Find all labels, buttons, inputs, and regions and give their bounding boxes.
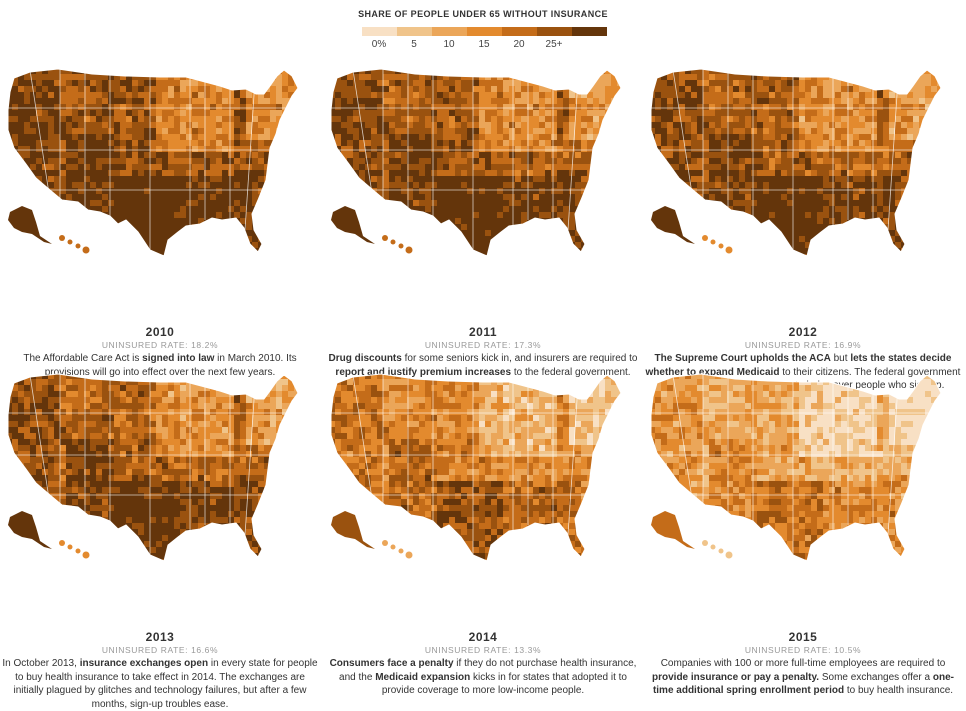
panel-year: 2012 bbox=[643, 325, 963, 339]
panel-year: 2010 bbox=[0, 325, 320, 339]
alaska-shape bbox=[8, 206, 52, 244]
legend-swatch bbox=[432, 27, 467, 36]
hawaii-island bbox=[399, 549, 404, 554]
county-fill-layer bbox=[329, 68, 623, 260]
us-county-map bbox=[0, 60, 320, 275]
description-highlight: provide insurance or pay a penalty. bbox=[652, 672, 819, 683]
legend-label: 20 bbox=[504, 39, 534, 50]
legend-labels: 0% 5 10 15 20 25+ bbox=[362, 39, 607, 51]
hawaii-island bbox=[382, 540, 388, 546]
us-county-map bbox=[643, 60, 963, 275]
description-highlight: The Supreme Court upholds the ACA bbox=[655, 353, 831, 364]
panel-uninsured-rate: UNINSURED RATE: 16.9% bbox=[643, 340, 963, 350]
panel-uninsured-rate: UNINSURED RATE: 13.3% bbox=[323, 645, 643, 655]
legend-label: 10 bbox=[434, 39, 464, 50]
hawaii-island bbox=[399, 244, 404, 249]
description-text: to buy health insurance. bbox=[844, 685, 953, 696]
hawaii-island bbox=[702, 540, 708, 546]
map-panel-2013: 2013 UNINSURED RATE: 16.6% In October 20… bbox=[0, 365, 320, 665]
alaska-shape bbox=[8, 511, 52, 549]
description-highlight: signed into law bbox=[142, 353, 214, 364]
legend-swatch bbox=[362, 27, 397, 36]
legend-color-scale bbox=[362, 27, 607, 36]
hawaii-island bbox=[391, 545, 396, 550]
description-text: Some exchanges offer a bbox=[819, 672, 933, 683]
us-county-map bbox=[0, 365, 320, 580]
panel-year: 2014 bbox=[323, 630, 643, 644]
map-panel-2014: 2014 UNINSURED RATE: 13.3% Consumers fac… bbox=[323, 365, 643, 665]
us-county-map bbox=[323, 60, 643, 275]
panel-uninsured-rate: UNINSURED RATE: 17.3% bbox=[323, 340, 643, 350]
hawaii-island bbox=[68, 545, 73, 550]
map-panel-2012: 2012 UNINSURED RATE: 16.9% The Supreme C… bbox=[643, 60, 963, 360]
legend-swatch bbox=[467, 27, 502, 36]
alaska-shape bbox=[651, 206, 695, 244]
us-county-map bbox=[643, 365, 963, 580]
description-highlight: Consumers face a penalty bbox=[330, 658, 454, 669]
legend-label: 5 bbox=[399, 39, 429, 50]
description-text: Companies with 100 or more full-time emp… bbox=[661, 658, 946, 669]
alaska-shape bbox=[331, 511, 375, 549]
us-county-map bbox=[323, 365, 643, 580]
description-highlight: Medicaid expansion bbox=[375, 672, 470, 683]
county-fill-layer bbox=[6, 68, 300, 260]
hawaii-island bbox=[702, 235, 708, 241]
hawaii-island bbox=[406, 552, 413, 559]
description-text: for some seniors kick in, and insurers a… bbox=[402, 353, 638, 364]
panel-year: 2015 bbox=[643, 630, 963, 644]
panel-year: 2013 bbox=[0, 630, 320, 644]
map-panel-2011: 2011 UNINSURED RATE: 17.3% Drug discount… bbox=[323, 60, 643, 360]
legend-swatch bbox=[397, 27, 432, 36]
hawaii-island bbox=[711, 545, 716, 550]
hawaii-island bbox=[83, 552, 90, 559]
panel-description: Consumers face a penalty if they do not … bbox=[323, 657, 643, 698]
legend-label: 0% bbox=[364, 39, 394, 50]
panel-uninsured-rate: UNINSURED RATE: 18.2% bbox=[0, 340, 320, 350]
hawaii-island bbox=[76, 244, 81, 249]
hawaii-island bbox=[726, 552, 733, 559]
hawaii-island bbox=[719, 244, 724, 249]
panel-description: Companies with 100 or more full-time emp… bbox=[643, 657, 963, 698]
hawaii-island bbox=[726, 247, 733, 254]
county-fill-layer bbox=[649, 68, 943, 260]
county-fill-layer bbox=[6, 373, 300, 565]
description-text: but bbox=[831, 353, 850, 364]
hawaii-island bbox=[711, 240, 716, 245]
description-highlight: insurance exchanges open bbox=[80, 658, 208, 669]
description-text: In October 2013, bbox=[2, 658, 79, 669]
panel-uninsured-rate: UNINSURED RATE: 16.6% bbox=[0, 645, 320, 655]
hawaii-island bbox=[59, 540, 65, 546]
hawaii-island bbox=[59, 235, 65, 241]
alaska-shape bbox=[651, 511, 695, 549]
panel-description: In October 2013, insurance exchanges ope… bbox=[0, 657, 320, 711]
map-panel-2015: 2015 UNINSURED RATE: 10.5% Companies wit… bbox=[643, 365, 963, 665]
legend-swatch bbox=[572, 27, 607, 36]
description-highlight: Drug discounts bbox=[328, 353, 401, 364]
alaska-shape bbox=[331, 206, 375, 244]
county-fill-layer bbox=[329, 373, 623, 565]
hawaii-island bbox=[391, 240, 396, 245]
hawaii-island bbox=[382, 235, 388, 241]
legend-label: 15 bbox=[469, 39, 499, 50]
panel-year: 2011 bbox=[323, 325, 643, 339]
hawaii-island bbox=[83, 247, 90, 254]
hawaii-island bbox=[406, 247, 413, 254]
hawaii-island bbox=[76, 549, 81, 554]
legend-title: SHARE OF PEOPLE UNDER 65 WITHOUT INSURAN… bbox=[0, 9, 966, 19]
legend-swatch bbox=[502, 27, 537, 36]
description-text: The Affordable Care Act is bbox=[23, 353, 142, 364]
hawaii-island bbox=[68, 240, 73, 245]
map-panel-2010: 2010 UNINSURED RATE: 18.2% The Affordabl… bbox=[0, 60, 320, 360]
county-fill-layer bbox=[649, 373, 943, 565]
hawaii-island bbox=[719, 549, 724, 554]
legend-label: 25+ bbox=[539, 39, 569, 50]
legend-swatch bbox=[537, 27, 572, 36]
panel-uninsured-rate: UNINSURED RATE: 10.5% bbox=[643, 645, 963, 655]
